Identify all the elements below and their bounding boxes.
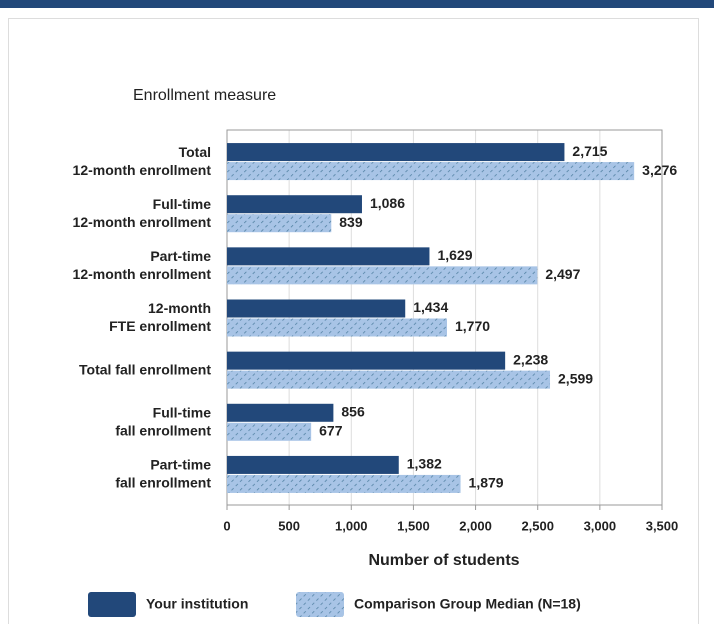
chart-title: Enrollment measure [133, 87, 276, 104]
bar-value-label: 856 [341, 403, 365, 419]
y-tick-label: Total fall enrollment [79, 361, 211, 377]
top-bar [0, 0, 714, 8]
bar-value-label: 677 [319, 422, 343, 438]
x-tick-label: 2,500 [521, 518, 554, 533]
y-tick-label: 12-month enrollment [73, 162, 212, 178]
bar [227, 351, 506, 370]
y-tick-label: Part-time [150, 248, 211, 264]
y-tick-label: fall enrollment [115, 422, 211, 438]
legend-label: Comparison Group Median (N=18) [354, 596, 581, 612]
bar-value-label: 1,434 [413, 299, 448, 315]
y-tick-label: Part-time [150, 457, 211, 473]
x-tick-label: 1,000 [335, 518, 368, 533]
y-tick-label: Full-time [153, 196, 212, 212]
y-tick-label: Full-time [153, 404, 212, 420]
y-tick-label: 12-month [148, 300, 211, 316]
bar-value-label: 3,276 [642, 162, 677, 178]
bar [227, 162, 635, 181]
bar [227, 403, 334, 422]
x-axis-label: Number of students [368, 552, 519, 569]
bar [227, 247, 430, 266]
bar [227, 422, 312, 441]
y-tick-label: 12-month enrollment [73, 214, 212, 230]
x-tick-label: 3,000 [584, 518, 617, 533]
bar [227, 455, 399, 474]
bar-value-label: 2,715 [572, 143, 607, 159]
y-tick-label: 12-month enrollment [73, 266, 212, 282]
bar-value-label: 1,629 [437, 247, 472, 263]
bar-value-label: 2,497 [545, 266, 580, 282]
x-tick-label: 3,500 [646, 518, 679, 533]
x-tick-label: 0 [223, 518, 230, 533]
bar [227, 214, 332, 233]
bar [227, 318, 447, 337]
x-tick-label: 2,000 [459, 518, 492, 533]
bar-value-label: 2,599 [558, 370, 593, 386]
bar-value-label: 1,879 [469, 475, 504, 491]
bar-value-label: 1,086 [370, 195, 405, 211]
y-tick-label: FTE enrollment [109, 318, 211, 334]
legend-swatch [296, 592, 344, 617]
y-tick-label: fall enrollment [115, 475, 211, 491]
bar-value-label: 1,382 [407, 456, 442, 472]
bar-value-label: 1,770 [455, 318, 490, 334]
bar [227, 474, 461, 493]
x-tick-label: 1,500 [397, 518, 430, 533]
bar [227, 195, 362, 214]
bar [227, 370, 551, 389]
bar [227, 299, 406, 318]
x-tick-label: 500 [278, 518, 300, 533]
y-tick-label: Total [179, 144, 211, 160]
legend-swatch [88, 592, 136, 617]
bar [227, 143, 565, 162]
bar-value-label: 2,238 [513, 351, 548, 367]
bar-value-label: 839 [339, 214, 363, 230]
legend-label: Your institution [146, 596, 248, 612]
bar [227, 266, 538, 285]
